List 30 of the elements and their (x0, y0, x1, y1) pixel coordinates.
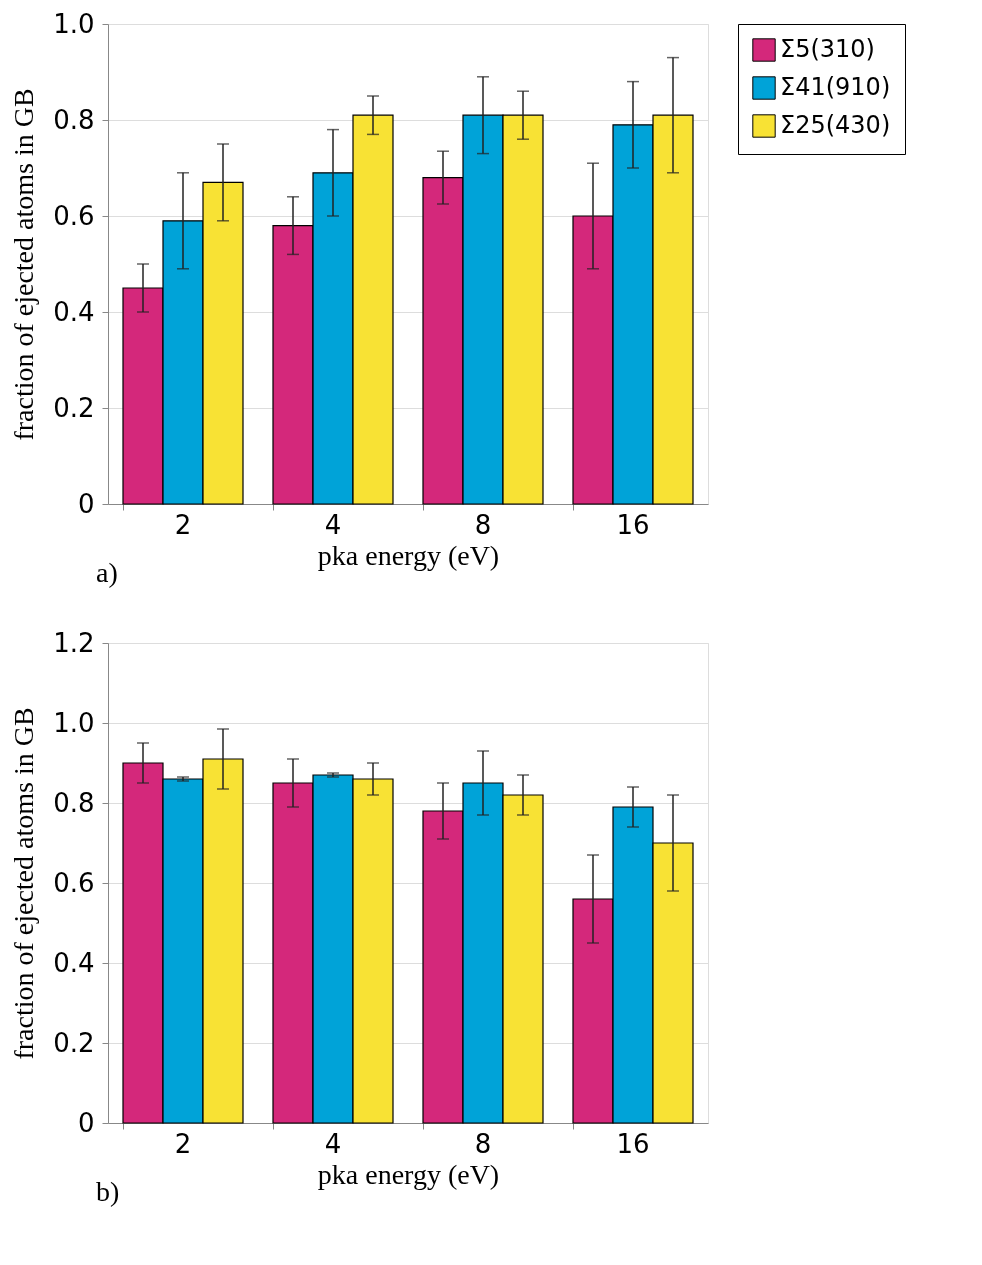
y-tick-label: 0 (77, 488, 95, 519)
y-tick-label: 0.6 (53, 200, 95, 231)
x-tick-label: 2 (174, 509, 192, 540)
y-tick-label: 0.2 (53, 392, 95, 423)
y-tick-label: 0.6 (53, 867, 95, 898)
y-tick-label: 1.0 (53, 8, 95, 39)
y-tick-label: 0.2 (53, 1027, 95, 1058)
x-axis-title: pka energy (eV) (317, 1158, 500, 1190)
x-tick-label: 8 (474, 1128, 492, 1159)
x-axis-title: pka energy (eV) (317, 539, 500, 571)
text: a) (96, 557, 118, 588)
x-tick-label: 4 (324, 1128, 342, 1159)
y-tick-label: 0 (77, 1107, 95, 1138)
legend-label: Σ5(310) (780, 35, 875, 63)
y-axis-title: fraction of ejected atoms in GB (8, 88, 40, 441)
legend-label: Σ41(910) (780, 73, 891, 101)
text: b) (96, 1176, 120, 1207)
y-tick-label: 0.8 (53, 104, 95, 135)
x-tick-label: 16 (616, 509, 650, 540)
y-axis-title: fraction of ejected atoms in GB (8, 707, 40, 1060)
y-tick-label: 1.2 (53, 627, 95, 658)
y-tick-label: 0.8 (53, 787, 95, 818)
x-tick-label: 16 (616, 1128, 650, 1159)
x-tick-label: 2 (174, 1128, 192, 1159)
x-tick-label: 8 (474, 509, 492, 540)
y-tick-label: 0.4 (53, 296, 95, 327)
y-tick-label: 1.0 (53, 707, 95, 738)
y-tick-label: 0.4 (53, 947, 95, 978)
x-tick-label: 4 (324, 509, 342, 540)
legend-label: Σ25(430) (780, 111, 891, 139)
